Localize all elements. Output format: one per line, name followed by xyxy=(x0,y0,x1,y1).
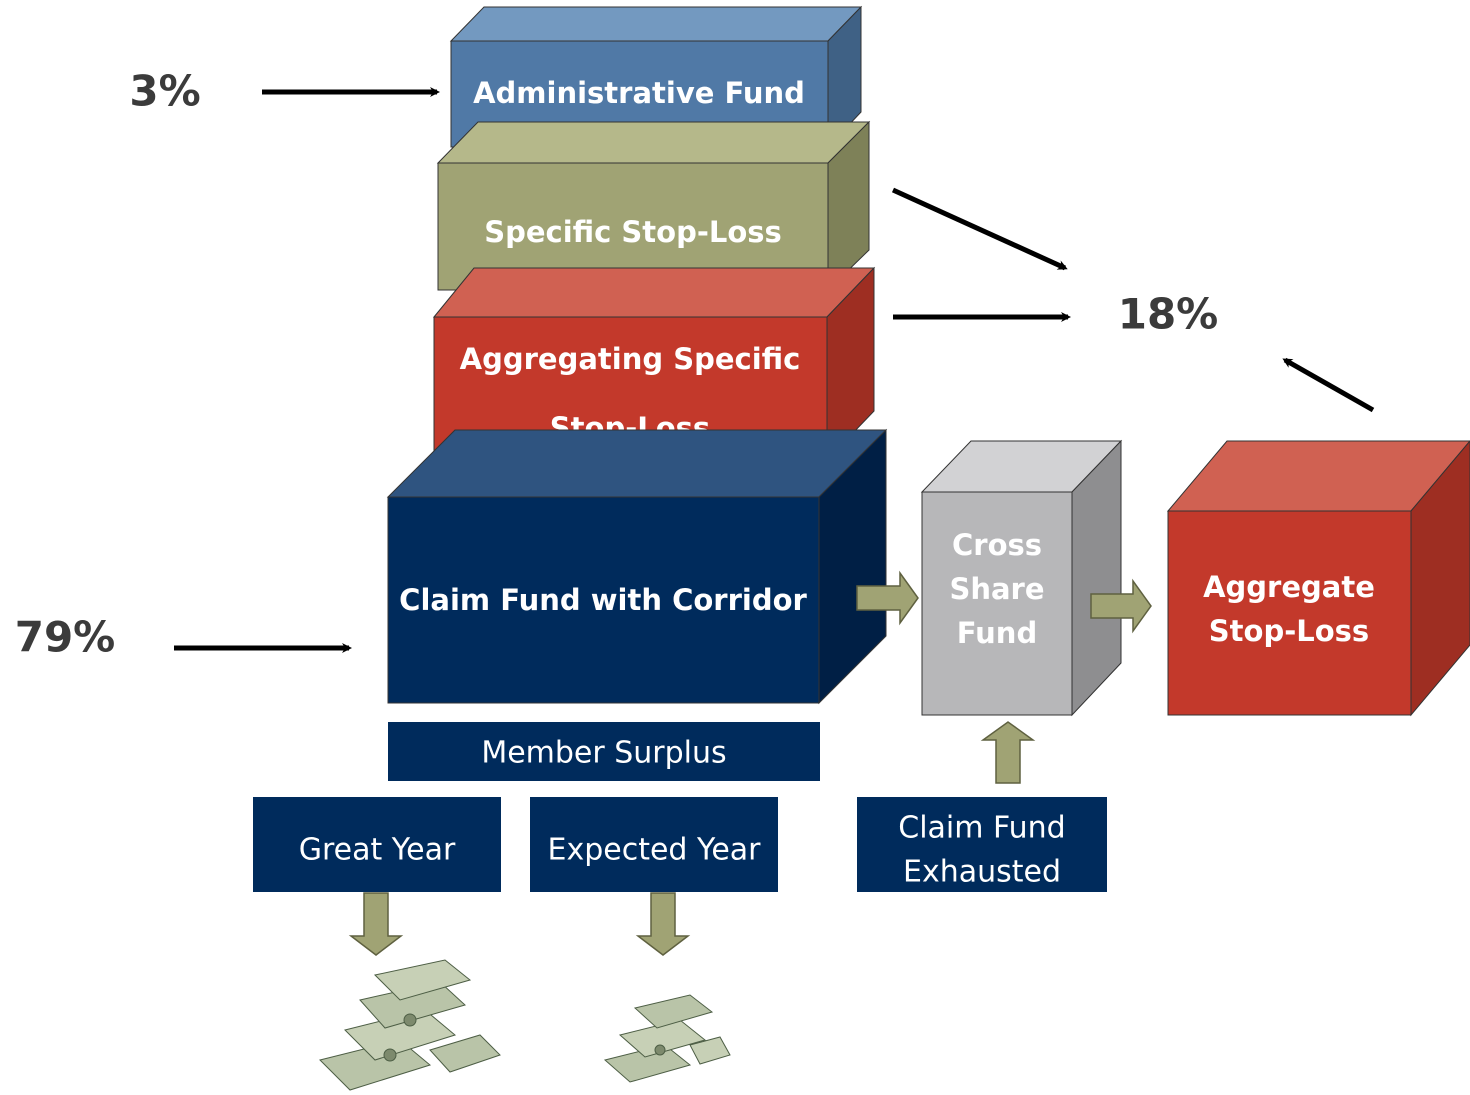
specific-stop-loss-block xyxy=(438,122,869,290)
money-stack-small xyxy=(605,995,730,1082)
block-label: Aggregate xyxy=(1203,570,1375,604)
block-label: Aggregating Specific xyxy=(460,342,801,376)
money-stack-large xyxy=(320,960,500,1090)
percentage: 79% xyxy=(15,613,116,662)
box-label: Great Year xyxy=(299,833,456,868)
box-label: Claim Fund xyxy=(898,811,1065,846)
block-label: Specific Stop-Loss xyxy=(484,215,782,249)
block-label: Share xyxy=(949,572,1044,606)
block-label: Claim Fund with Corridor xyxy=(399,583,807,617)
block-label: Cross xyxy=(952,528,1042,562)
block-label: Stop-Loss xyxy=(1209,614,1369,648)
box-label: Exhausted xyxy=(903,855,1061,890)
block-label: Administrative Fund xyxy=(473,76,805,110)
percentage: 18% xyxy=(1118,290,1219,339)
claim-fund-block xyxy=(388,430,886,703)
diagram: Administrative Fund Specific Stop-Loss A… xyxy=(0,0,1470,1095)
percentage: 3% xyxy=(129,67,200,116)
block-label: Fund xyxy=(957,616,1037,650)
box-label: Expected Year xyxy=(547,833,761,868)
box-label: Member Surplus xyxy=(481,736,726,771)
